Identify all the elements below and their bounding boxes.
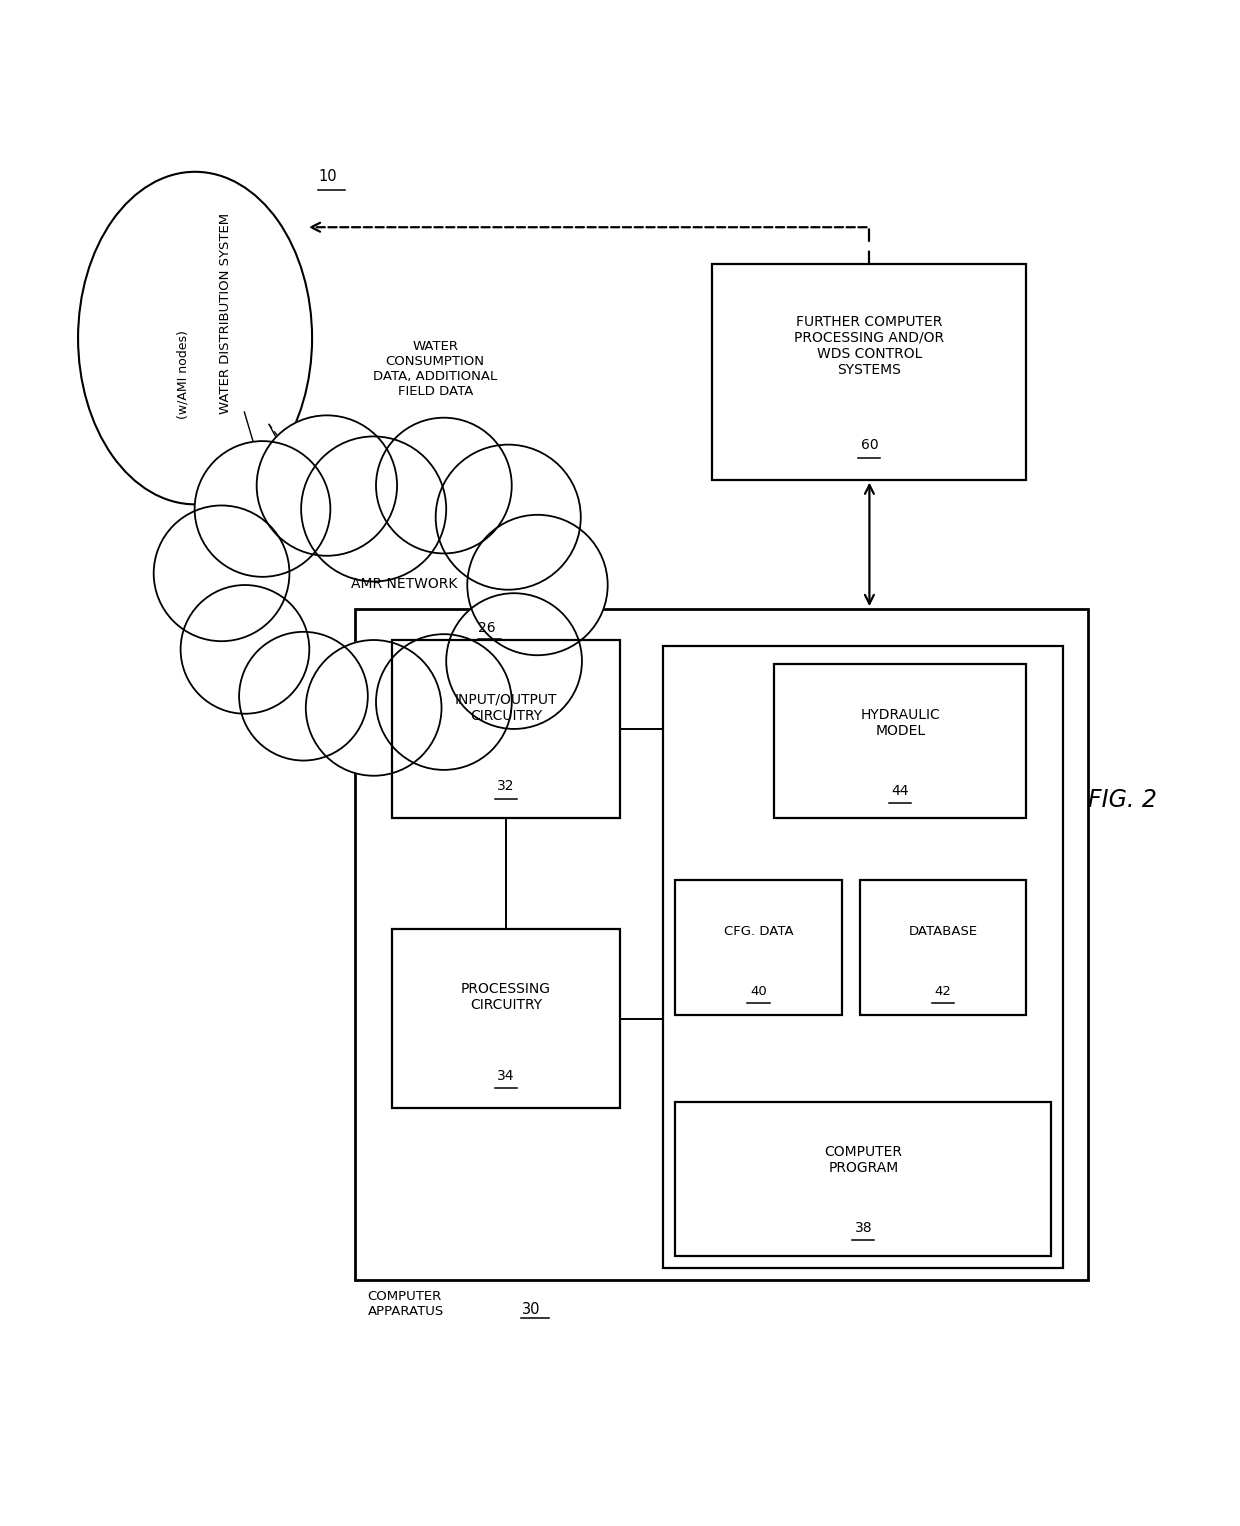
Text: 38: 38 xyxy=(854,1221,872,1235)
Circle shape xyxy=(306,639,441,775)
Circle shape xyxy=(195,441,330,577)
Circle shape xyxy=(467,514,608,655)
Text: 10: 10 xyxy=(319,169,337,185)
Bar xyxy=(676,1102,1052,1256)
Circle shape xyxy=(435,444,580,589)
Text: STORAGE: STORAGE xyxy=(676,1231,742,1245)
Bar xyxy=(392,639,620,818)
Text: WATER DISTRIBUTION SYSTEM: WATER DISTRIBUTION SYSTEM xyxy=(219,214,232,414)
Circle shape xyxy=(301,436,446,581)
Text: 36: 36 xyxy=(751,1231,769,1245)
Text: (w/AMI nodes): (w/AMI nodes) xyxy=(176,331,190,420)
Circle shape xyxy=(257,415,397,555)
Text: 40: 40 xyxy=(750,984,766,998)
Bar xyxy=(676,881,842,1015)
Text: HYDRAULIC
MODEL: HYDRAULIC MODEL xyxy=(861,708,940,739)
Text: 60: 60 xyxy=(861,438,878,452)
Bar xyxy=(392,929,620,1108)
Text: FIG. 2: FIG. 2 xyxy=(1087,787,1157,812)
Circle shape xyxy=(376,418,512,554)
Bar xyxy=(712,264,1027,479)
Text: 42: 42 xyxy=(935,984,952,998)
Bar xyxy=(861,881,1027,1015)
Bar xyxy=(355,609,1087,1280)
Ellipse shape xyxy=(78,172,312,505)
Circle shape xyxy=(446,594,582,729)
Text: PROCESSING
CIRCUITRY: PROCESSING CIRCUITRY xyxy=(461,983,551,1012)
Text: COMPUTER
PROGRAM: COMPUTER PROGRAM xyxy=(825,1144,903,1175)
Text: INPUT/OUTPUT
CIRCUITRY: INPUT/OUTPUT CIRCUITRY xyxy=(455,693,557,723)
Text: CFG. DATA: CFG. DATA xyxy=(724,925,794,938)
Bar xyxy=(663,645,1064,1268)
Circle shape xyxy=(181,584,309,714)
Circle shape xyxy=(154,505,289,641)
Text: 26: 26 xyxy=(479,621,496,635)
Text: COMPUTER
APPARATUS: COMPUTER APPARATUS xyxy=(367,1289,444,1318)
Text: WATER
CONSUMPTION
DATA, ADDITIONAL
FIELD DATA: WATER CONSUMPTION DATA, ADDITIONAL FIELD… xyxy=(373,340,497,398)
Text: FURTHER COMPUTER
PROCESSING AND/OR
WDS CONTROL
SYSTEMS: FURTHER COMPUTER PROCESSING AND/OR WDS C… xyxy=(795,314,945,377)
Text: 34: 34 xyxy=(497,1068,515,1083)
Text: DATABASE: DATABASE xyxy=(909,925,978,938)
Circle shape xyxy=(376,635,512,771)
Bar xyxy=(774,664,1027,818)
Text: 32: 32 xyxy=(497,780,515,794)
Text: 30: 30 xyxy=(522,1303,539,1317)
Circle shape xyxy=(239,632,368,760)
Text: 44: 44 xyxy=(892,784,909,798)
Text: AMR NETWORK: AMR NETWORK xyxy=(351,577,458,592)
